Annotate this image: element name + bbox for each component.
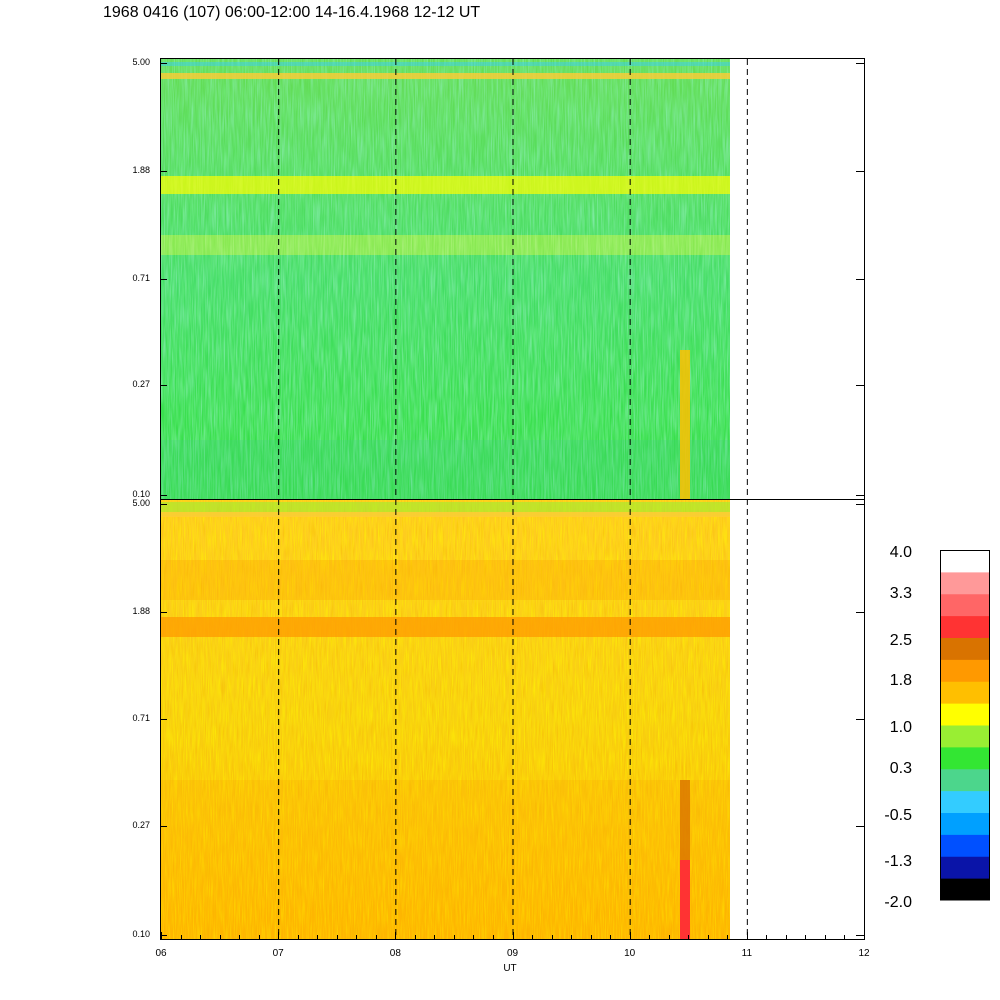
colorbar-segment [940, 550, 990, 573]
y-tick-label: 5.00 [132, 57, 150, 67]
colorbar-label: -1.3 [884, 853, 912, 871]
colorbar-label: -2.0 [884, 894, 912, 911]
y-tick-label: 0.27 [132, 379, 150, 390]
colorbar-segment [940, 637, 990, 660]
colorbar-segment [940, 681, 990, 704]
colorbar-label: 1.0 [889, 719, 912, 736]
colorbar-segment [940, 746, 990, 770]
lower-panel-heatmap [161, 500, 730, 940]
colorbar-label: 0.3 [889, 759, 912, 777]
y-tick-label: 0.71 [132, 713, 150, 724]
colorbar-segment [940, 856, 990, 879]
colorbar-frame [940, 550, 990, 900]
colorbar-segment [940, 834, 990, 857]
x-tick-label: 06 [155, 948, 167, 959]
colorbar-segment [940, 812, 990, 835]
y-tick-label: 1.88 [132, 605, 150, 616]
colorbar-segment [940, 571, 990, 595]
colorbar-label: -0.5 [884, 806, 912, 824]
colorbar-segment [940, 615, 990, 638]
colorbar-label: 1.8 [889, 672, 912, 690]
colorbar-label: 2.5 [889, 631, 912, 649]
upper-panel-heatmap [161, 59, 730, 499]
colorbar-segment [940, 790, 990, 813]
chart-title: 1968 0416 (107) 06:00-12:00 14-16.4.1968… [103, 4, 481, 21]
y-tick-label: 5.00 [132, 498, 150, 508]
colorbar-label: 3.3 [889, 584, 912, 602]
x-tick-label: 11 [741, 948, 753, 959]
x-tick-label: 07 [272, 948, 284, 959]
x-axis-label: UT [503, 963, 517, 974]
axis-tick-marks [161, 63, 865, 940]
y-tick-label: 0.10 [132, 489, 150, 499]
x-tick-label: 09 [506, 948, 519, 959]
dashed-hour-lines [278, 59, 748, 940]
y-tick-label: 1.88 [132, 165, 150, 176]
colorbar-segment [940, 725, 990, 748]
x-tick-label: 08 [389, 948, 401, 959]
y-tick-label: 0.27 [132, 819, 150, 830]
colorbar-segment [940, 593, 990, 617]
x-tick-label: 12 [858, 948, 870, 959]
colorbar-segment [940, 878, 990, 901]
y-tick-label: 0.71 [132, 272, 150, 283]
colorbar-segment [940, 659, 990, 682]
colorbar-segment [940, 768, 990, 792]
colorbar-segment [940, 703, 990, 726]
y-tick-label: 0.10 [132, 929, 150, 939]
colorbar-label: 4.0 [889, 544, 912, 561]
colorbar [940, 550, 990, 901]
x-tick-label: 10 [624, 948, 636, 959]
